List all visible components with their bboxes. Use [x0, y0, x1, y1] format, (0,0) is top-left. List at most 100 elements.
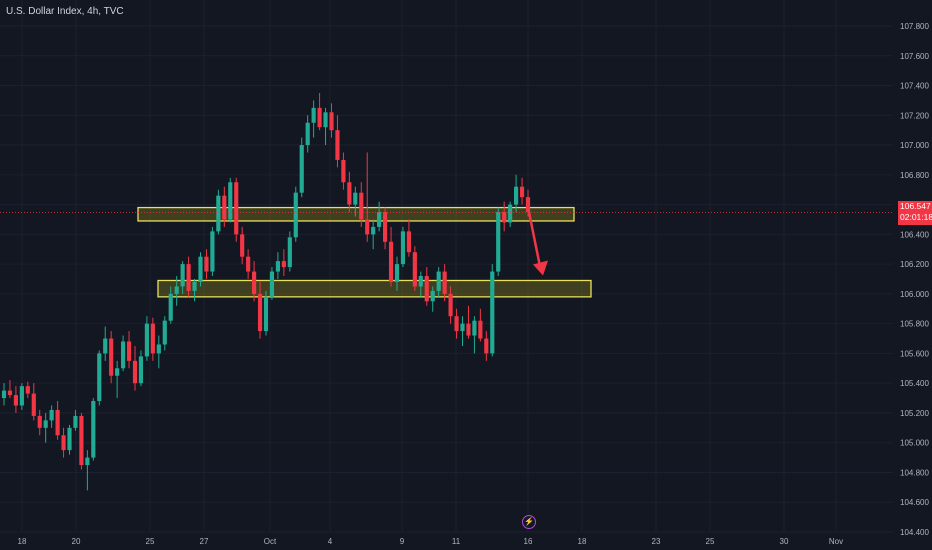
candle-body — [168, 293, 173, 321]
candle-body — [67, 427, 72, 451]
candle-body — [454, 316, 459, 332]
x-tick-label: 11 — [452, 537, 461, 546]
candles — [1, 92, 531, 491]
candle-body — [412, 252, 417, 287]
candle-body — [246, 256, 251, 272]
candle-body — [406, 231, 411, 253]
candle-body — [252, 271, 257, 294]
candle — [436, 267, 441, 297]
x-tick-label: 25 — [146, 537, 155, 546]
candle-body — [388, 241, 394, 282]
candle-body — [162, 320, 167, 345]
x-tick-label: 25 — [706, 537, 715, 546]
candle — [412, 246, 417, 291]
x-tick-label: 30 — [780, 537, 789, 546]
candle-body — [73, 415, 78, 428]
candle — [317, 92, 322, 131]
candle — [216, 189, 221, 235]
candle — [525, 189, 531, 217]
arrow-head — [533, 260, 548, 276]
candle — [424, 267, 429, 306]
candle-body — [525, 197, 531, 213]
candle-body — [31, 393, 36, 416]
y-tick-label: 107.400 — [900, 82, 929, 91]
candle — [210, 226, 215, 277]
candle — [144, 316, 149, 361]
candle-body — [234, 182, 239, 235]
x-tick-label: 18 — [578, 537, 587, 546]
x-tick-label: Oct — [264, 537, 277, 546]
candle — [257, 281, 263, 339]
candle-body — [180, 264, 185, 287]
candle — [484, 331, 489, 361]
candle-body — [186, 264, 191, 291]
candle — [359, 182, 364, 227]
candle-body — [85, 457, 90, 466]
y-tick-label: 106.400 — [900, 230, 929, 239]
candle — [305, 115, 310, 153]
x-tick-label: 9 — [400, 537, 405, 546]
candle-body — [490, 271, 495, 354]
x-tick-label: Nov — [829, 537, 843, 546]
candle-body — [275, 261, 280, 272]
candle — [454, 308, 459, 339]
x-tick-label: 4 — [328, 537, 333, 546]
candle-body — [484, 338, 489, 354]
candle-body — [103, 338, 108, 354]
candle-body — [216, 195, 221, 232]
candle — [121, 335, 126, 372]
candle-body — [359, 192, 364, 220]
candle-body — [317, 107, 322, 128]
candle — [341, 152, 346, 190]
candle — [329, 103, 334, 138]
candle-body — [400, 231, 406, 265]
x-tick-label: 20 — [72, 537, 81, 546]
current-price-tag: 106.547 02:01:18 — [898, 201, 932, 225]
candle-body — [418, 276, 423, 287]
x-tick-label: 27 — [200, 537, 209, 546]
y-tick-label: 107.600 — [900, 52, 929, 61]
countdown-label: 02:01:18 — [900, 212, 932, 222]
resistance-zone — [137, 206, 575, 222]
candle — [150, 317, 155, 361]
candle — [7, 380, 13, 399]
candle — [109, 331, 114, 384]
chart-title: U.S. Dollar Index, 4h, TVC — [6, 6, 124, 17]
candle — [37, 409, 42, 436]
arrow-shaft — [527, 211, 542, 267]
candle-body — [222, 195, 227, 220]
candle-body — [430, 290, 435, 302]
y-tick-label: 104.800 — [900, 468, 929, 477]
candle — [79, 412, 84, 470]
annotation-arrow[interactable] — [527, 211, 548, 276]
candle-body — [97, 353, 102, 402]
candle — [472, 316, 477, 354]
candle — [55, 401, 60, 440]
candle — [388, 226, 394, 287]
y-axis[interactable]: 107.800 107.600 107.400 107.200 107.000 106.8… — [893, 0, 932, 550]
candle-body — [198, 256, 203, 282]
zones[interactable] — [137, 206, 592, 298]
x-tick-label: 16 — [524, 537, 533, 546]
lightning-event-icon[interactable]: ⚡ — [522, 515, 536, 529]
candle-body — [365, 219, 370, 235]
candle — [377, 201, 382, 232]
candle — [168, 286, 173, 324]
x-axis[interactable]: 18 20 25 27 Oct 4 9 11 16 18 23 25 30 Nov — [18, 537, 844, 546]
y-tick-label: 105.600 — [900, 349, 929, 358]
y-tick-label: 107.200 — [900, 111, 929, 120]
candle-body — [132, 360, 138, 384]
y-tick-label: 107.000 — [900, 141, 929, 150]
candle-body — [150, 323, 155, 354]
candle-body — [460, 323, 465, 332]
candle — [442, 264, 447, 302]
candle-body — [204, 256, 209, 272]
candle — [353, 186, 358, 217]
candle-body — [257, 293, 263, 332]
candle-body — [269, 271, 275, 297]
y-tick-label: 105.200 — [900, 409, 929, 418]
candle-body — [329, 112, 334, 131]
candle — [67, 424, 72, 455]
